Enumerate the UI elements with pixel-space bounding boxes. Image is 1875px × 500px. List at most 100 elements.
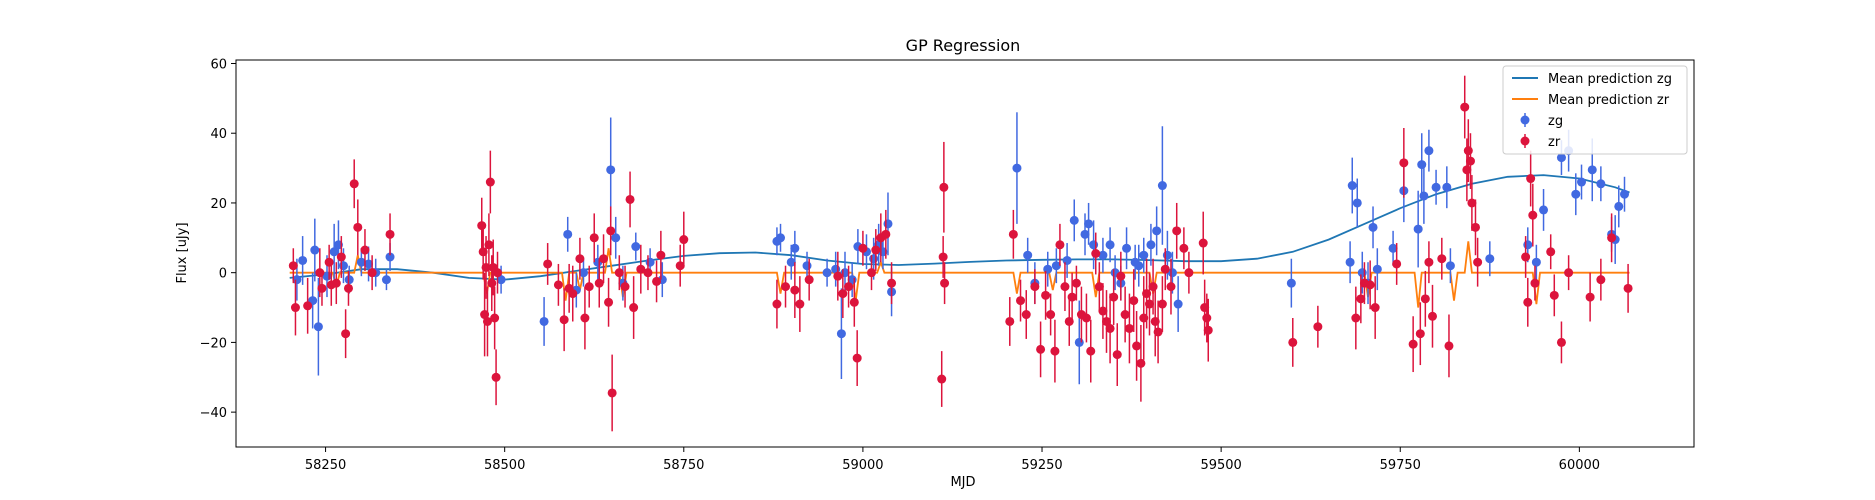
data-point-zg [356, 257, 366, 267]
data-point-zr [1370, 303, 1380, 313]
data-point-zr [858, 243, 868, 253]
data-point-zr [656, 250, 666, 260]
data-point-zr [367, 268, 377, 278]
data-point-zg [381, 275, 391, 285]
legend-point-swatch [1520, 115, 1530, 125]
data-point-zr [559, 315, 569, 325]
data-point-zg [1372, 264, 1382, 274]
data-point-zr [360, 245, 370, 255]
data-point-zr [1179, 243, 1189, 253]
legend-label: zg [1548, 114, 1563, 129]
data-point-zr [1041, 290, 1051, 300]
data-point-zg [776, 233, 786, 243]
data-point-zr [1160, 264, 1170, 274]
data-point-zg [1431, 182, 1441, 192]
data-point-zg [1577, 177, 1587, 187]
data-point-zr [1460, 102, 1470, 112]
data-point-zr [1530, 278, 1540, 288]
data-point-zg [645, 257, 655, 267]
data-point-zr [1424, 257, 1434, 267]
data-point-zr [1564, 268, 1574, 278]
data-point-zg [1084, 219, 1094, 229]
data-point-zr [1148, 282, 1158, 292]
data-point-zr [1427, 311, 1437, 321]
data-point-zg [1571, 189, 1581, 199]
data-point-zr [1016, 296, 1026, 306]
y-tick-label: 40 [210, 127, 227, 142]
data-point-zr [589, 233, 599, 243]
x-axis: 58250 58500 58750 59000 59250 59500 59750 60000 [305, 447, 1600, 473]
data-point-zg [578, 268, 588, 278]
data-point-zr [1050, 346, 1060, 356]
data-point-zg [883, 219, 893, 229]
data-point-zr [324, 257, 334, 267]
data-point-zg [1352, 198, 1362, 208]
data-point-zg [1388, 243, 1398, 253]
data-point-zg [1157, 181, 1167, 191]
y-tick-label: 20 [210, 197, 227, 212]
data-point-zr [620, 282, 630, 292]
legend-box [1502, 65, 1688, 155]
x-tick-label: 58500 [484, 458, 525, 473]
data-point-zg [1523, 240, 1533, 250]
series-zr [288, 75, 1633, 432]
data-point-zg [364, 259, 374, 269]
data-point-zr [1420, 294, 1430, 304]
data-point-zr [1102, 316, 1112, 326]
data-point-zr [1623, 283, 1633, 293]
x-tick-label: 59750 [1380, 458, 1421, 473]
data-point-zr [490, 313, 500, 323]
data-point-zr [1473, 257, 1483, 267]
data-point-zg [1098, 250, 1108, 260]
data-point-zr [1030, 282, 1040, 292]
data-point-zr [1467, 198, 1477, 208]
data-point-zr [887, 278, 897, 288]
data-point-zr [1129, 296, 1139, 306]
data-point-zr [1202, 313, 1212, 323]
data-point-zr [1005, 316, 1015, 326]
data-point-zg [313, 322, 323, 332]
data-point-zr [491, 372, 501, 382]
data-point-zg [1146, 240, 1156, 250]
data-point-zg [310, 245, 320, 255]
data-point-zg [1531, 257, 1541, 267]
data-point-zg [1051, 261, 1061, 271]
data-point-zg [1162, 250, 1172, 260]
data-point-zr [1365, 280, 1375, 290]
legend-point-swatch [1520, 136, 1530, 146]
data-point-zr [317, 283, 327, 293]
data-point-zr [937, 374, 947, 384]
data-point-zg [1012, 163, 1022, 173]
data-point-zr [1521, 252, 1531, 262]
data-point-zr [867, 268, 877, 278]
data-point-zr [614, 268, 624, 278]
data-point-zg [1419, 191, 1429, 201]
data-point-zr [1157, 299, 1167, 309]
data-point-zg [1167, 268, 1177, 278]
data-point-zr [1585, 292, 1595, 302]
data-point-zg [1286, 278, 1296, 288]
data-point-zr [790, 285, 800, 295]
data-point-zg [611, 233, 621, 243]
data-point-zr [1596, 275, 1606, 285]
data-point-zr [838, 289, 848, 299]
data-point-zr [1549, 290, 1559, 300]
data-point-zr [1105, 323, 1115, 333]
data-point-zr [852, 353, 862, 363]
y-tick-label: 0 [219, 267, 227, 282]
data-point-zr [477, 221, 487, 231]
data-point-zg [298, 255, 308, 265]
data-point-zg [1445, 261, 1455, 271]
data-point-zr [1203, 325, 1213, 335]
data-point-zg [869, 254, 879, 264]
data-point-zr [625, 194, 635, 204]
data-point-zr [584, 282, 594, 292]
y-tick-label: −20 [200, 336, 227, 351]
data-point-zr [871, 245, 881, 255]
plot-area [288, 75, 1633, 432]
data-point-zr [849, 297, 859, 307]
data-point-zr [1546, 247, 1556, 257]
data-point-zg [1074, 337, 1084, 347]
legend: Mean prediction zg Mean prediction zr zg zr [1502, 65, 1688, 155]
